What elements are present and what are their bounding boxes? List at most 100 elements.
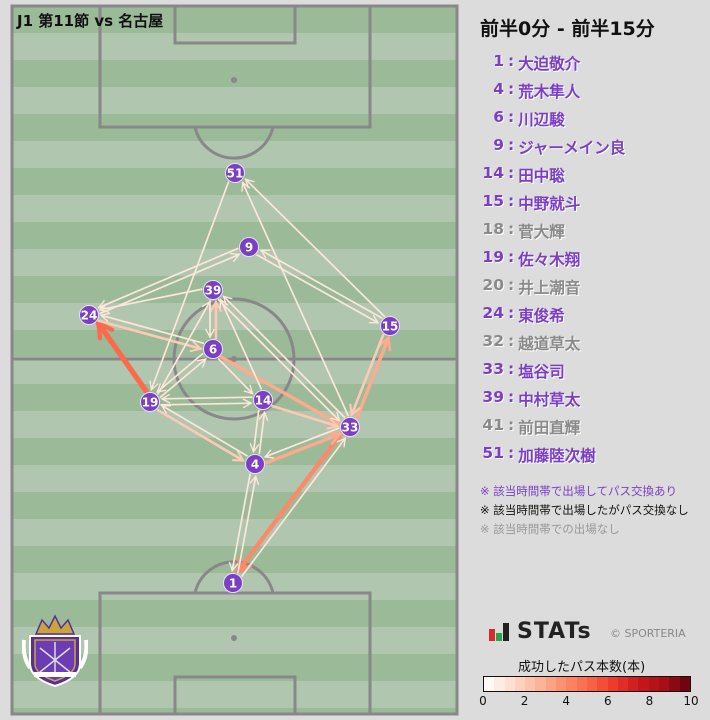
colorbar-step [628, 677, 639, 691]
separator: : [508, 360, 515, 378]
pass-arrow [217, 358, 254, 395]
separator: : [508, 52, 515, 70]
colorbar-title: 成功したパス本数(本) [518, 660, 646, 675]
player-node-number: 24 [81, 309, 98, 323]
pass-arrowhead [100, 312, 111, 322]
colorbar-step [679, 677, 690, 691]
player-node-number: 51 [227, 167, 244, 181]
separator: : [508, 192, 515, 210]
player-number: 18 [482, 220, 504, 238]
colorbar-step [504, 677, 515, 691]
player-node-number: 33 [342, 421, 359, 435]
player-number: 19 [482, 248, 504, 266]
player-list-item: 39: 中村草太 [478, 388, 625, 416]
pass-arrowhead [330, 411, 341, 422]
player-number: 14 [482, 164, 504, 182]
pass-arrowhead [326, 431, 343, 445]
pass-arrow [159, 358, 207, 399]
colorbar-tick-label: 6 [603, 694, 612, 708]
pass-arrow [350, 333, 385, 417]
pass-arrow [222, 295, 346, 418]
player-name: 越道草太 [518, 335, 581, 353]
separator: : [508, 220, 515, 238]
player-node [223, 573, 243, 593]
pass-arrowhead [336, 437, 347, 448]
pass-arrowhead [205, 328, 215, 339]
pass-arrow [160, 402, 252, 406]
pass-arrowhead [156, 383, 167, 393]
pitch-stripe [12, 195, 457, 222]
pass-arrow [264, 432, 342, 465]
pass-arrow [156, 352, 204, 393]
separator: : [508, 332, 515, 350]
pass-arrowhead [326, 417, 340, 430]
pass-arrow [100, 314, 205, 345]
separator: : [508, 388, 515, 406]
player-node [225, 163, 245, 183]
player-list-item: 41: 前田直輝 [478, 416, 625, 444]
pitch-stripe [12, 249, 457, 276]
goal-area-bottom [173, 675, 297, 716]
player-node [380, 316, 400, 336]
player-name: 塩谷司 [518, 363, 565, 381]
player-number: 39 [482, 388, 504, 406]
pass-arrow [219, 298, 263, 390]
player-node [245, 454, 265, 474]
pass-arrow [97, 319, 202, 351]
player-number: 24 [482, 304, 504, 322]
pass-arrow [271, 404, 339, 428]
pitch-stripe [12, 33, 457, 60]
colorbar-step [525, 677, 536, 691]
pass-arrow [256, 254, 379, 324]
player-list-item: 33: 塩谷司 [478, 360, 625, 388]
goal-area-top [173, 4, 297, 45]
copyright: © SPORTERIA [610, 627, 686, 640]
colorbar-step [607, 677, 618, 691]
pass-arrowhead [98, 303, 110, 313]
pass-arrowhead [242, 398, 253, 409]
player-number: 32 [482, 332, 504, 350]
note-not-played: ※ 該当時間帯での出場なし [480, 522, 620, 536]
player-number: 6 [493, 108, 504, 126]
legend-notes: ※ 該当時間帯で出場してパス交換あり ※ 該当時間帯で出場したがパス交換なし ※… [480, 482, 689, 539]
player-list-item: 18: 菅大輝 [478, 220, 625, 248]
colorbar-step [586, 677, 598, 691]
player-number: 33 [482, 360, 504, 378]
colorbar-step [545, 677, 557, 691]
penalty-spot-top [231, 77, 237, 83]
player-node-number: 15 [382, 320, 399, 334]
colorbar-step [648, 677, 660, 691]
match-title: J1 第11節 vs 名古屋 [17, 12, 164, 30]
pass-arrow [235, 431, 344, 574]
player-node-number: 19 [142, 396, 159, 410]
player-number: 15 [482, 192, 504, 210]
colorbar-step [535, 677, 546, 691]
player-name: 大迫敬介 [518, 55, 581, 73]
pitch-stripe [12, 492, 457, 519]
pass-arrow [244, 178, 386, 317]
player-node [239, 237, 259, 257]
player-number: 1 [493, 52, 504, 70]
period-title: 前半0分 - 前半15分 [480, 18, 655, 40]
player-node-number: 9 [245, 241, 253, 255]
separator: : [508, 416, 515, 434]
pass-arrowhead [263, 449, 275, 459]
pass-arrow [98, 247, 239, 309]
player-number: 20 [482, 276, 504, 294]
separator: : [508, 80, 515, 98]
colorbar-tick-label: 10 [683, 694, 699, 708]
player-node-number: 4 [251, 458, 259, 472]
stats-logo: STATs [489, 619, 592, 644]
pass-arrowhead [160, 393, 171, 404]
player-name: 田中聡 [518, 167, 565, 185]
player-name: 加藤陸次樹 [518, 447, 596, 465]
pass-arrow [217, 299, 341, 422]
player-list: 1: 大迫敬介 4: 荒木隼人 6: 川辺駿 9: ジャーメイン良 14: 田中聡 15: 中野就斗 1… [478, 52, 625, 472]
player-node [79, 305, 99, 325]
colorbar-step [576, 677, 587, 691]
pass-arrow [231, 473, 251, 572]
colorbar-step [566, 677, 577, 691]
colorbar-tick-label: 2 [520, 694, 529, 708]
colorbar-step [669, 677, 680, 691]
